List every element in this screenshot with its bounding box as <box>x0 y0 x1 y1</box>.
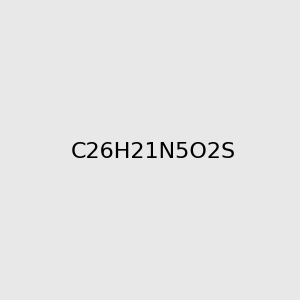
Text: C26H21N5O2S: C26H21N5O2S <box>71 142 236 161</box>
